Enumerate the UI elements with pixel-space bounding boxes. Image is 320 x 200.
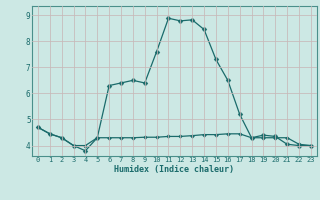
X-axis label: Humidex (Indice chaleur): Humidex (Indice chaleur) <box>115 165 234 174</box>
